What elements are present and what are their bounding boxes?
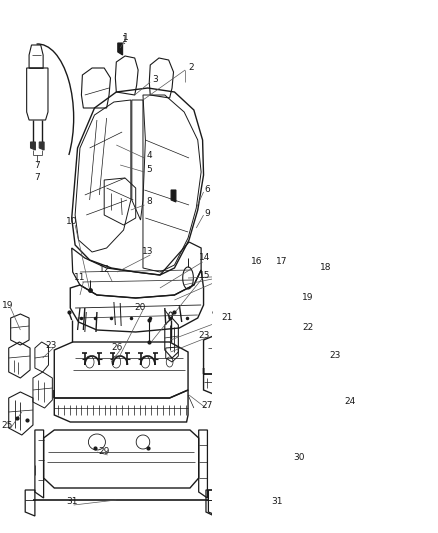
Text: 23: 23 (330, 351, 341, 359)
Text: 21: 21 (221, 313, 233, 322)
Polygon shape (31, 142, 35, 150)
Text: 19: 19 (302, 294, 314, 303)
Text: 1: 1 (123, 34, 129, 43)
Text: 7: 7 (35, 174, 40, 182)
Text: 19: 19 (1, 301, 13, 310)
Text: 1: 1 (122, 36, 128, 44)
Polygon shape (39, 142, 44, 150)
Text: 2: 2 (189, 63, 194, 72)
Text: 25: 25 (2, 421, 13, 430)
Text: 23: 23 (45, 341, 57, 350)
Text: 6: 6 (205, 185, 210, 195)
Text: 12: 12 (99, 265, 110, 274)
Text: 16: 16 (251, 257, 263, 266)
Text: 27: 27 (202, 400, 213, 409)
Text: 24: 24 (344, 398, 356, 407)
Polygon shape (171, 190, 176, 202)
Text: 15: 15 (199, 271, 210, 279)
Text: 5: 5 (146, 166, 152, 174)
Text: 26: 26 (112, 343, 123, 352)
Text: 17: 17 (276, 257, 288, 266)
Polygon shape (118, 43, 123, 55)
Text: 30: 30 (294, 454, 305, 463)
Text: 23: 23 (199, 330, 210, 340)
Text: 11: 11 (74, 273, 86, 282)
Text: 14: 14 (199, 254, 210, 262)
Text: 18: 18 (320, 263, 332, 272)
Text: 22: 22 (302, 324, 313, 333)
Text: 4: 4 (146, 150, 152, 159)
Text: 7: 7 (35, 160, 40, 169)
Text: 9: 9 (205, 208, 210, 217)
Text: 31: 31 (66, 497, 78, 506)
Text: 3: 3 (152, 76, 158, 85)
Text: 10: 10 (66, 217, 78, 227)
Text: 8: 8 (146, 198, 152, 206)
Text: 31: 31 (272, 497, 283, 506)
Text: 20: 20 (134, 303, 145, 312)
Text: 13: 13 (142, 247, 154, 256)
Text: 29: 29 (99, 448, 110, 456)
